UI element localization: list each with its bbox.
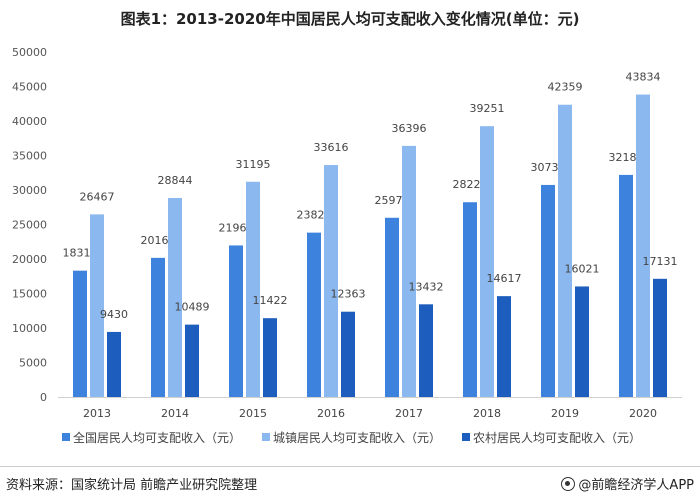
bar xyxy=(324,165,338,397)
data-label: 17131 xyxy=(643,255,678,268)
bar xyxy=(402,145,416,397)
bar xyxy=(619,174,633,397)
x-tick-label: 2015 xyxy=(239,407,267,420)
data-label: 43834 xyxy=(626,71,661,84)
bar xyxy=(151,257,165,397)
data-label: 28844 xyxy=(158,174,193,187)
y-tick-label: 45000 xyxy=(12,81,47,94)
bar-chart: 0 5000 10000 15000 20000 25000 30000 35000 40000… xyxy=(12,46,682,445)
bar xyxy=(653,278,667,397)
data-label: 12363 xyxy=(331,288,366,301)
bar xyxy=(385,217,399,397)
chart-title: 图表1：2013-2020年中国居民人均可支配收入变化情况(单位：元) xyxy=(120,10,580,28)
data-label: 11422 xyxy=(253,294,288,307)
y-tick-label: 35000 xyxy=(12,150,47,163)
data-label: 36396 xyxy=(392,122,427,135)
bar xyxy=(636,94,650,397)
y-tick-label: 50000 xyxy=(12,46,47,59)
y-tick-label: 30000 xyxy=(12,184,47,197)
legend-label: 城镇居民人均可支配收入（元） xyxy=(273,431,441,445)
bar xyxy=(497,296,511,397)
bar xyxy=(307,232,321,397)
data-label: 9430 xyxy=(100,308,128,321)
bar xyxy=(419,304,433,397)
bar xyxy=(168,197,182,397)
data-label: 14617 xyxy=(487,272,522,285)
x-tick-label: 2017 xyxy=(395,407,423,420)
footer: 资料来源：国家统计局 前瞻产业研究院整理 @前瞻经济学人APP xyxy=(0,466,700,500)
bar xyxy=(229,245,243,397)
data-label: 31195 xyxy=(236,158,271,171)
bar xyxy=(575,286,589,397)
data-label: 28228 xyxy=(453,178,488,191)
data-label: 10489 xyxy=(175,301,210,314)
data-label: 16021 xyxy=(565,262,600,275)
bar xyxy=(73,270,87,397)
x-tick-label: 2016 xyxy=(317,407,345,420)
y-tick-label: 5000 xyxy=(19,357,47,370)
legend-swatch xyxy=(62,433,70,441)
data-label: 32189 xyxy=(609,151,644,164)
legend-swatch xyxy=(462,433,470,441)
brand: @前瞻经济学人APP xyxy=(561,474,694,493)
data-label: 21966 xyxy=(219,221,254,234)
bar xyxy=(463,202,477,397)
data-label: 23821 xyxy=(297,209,332,222)
data-label: 13432 xyxy=(409,280,444,293)
x-tick-label: 2013 xyxy=(83,407,111,420)
y-tick-label: 10000 xyxy=(12,322,47,335)
y-tick-label: 0 xyxy=(40,391,47,404)
bar xyxy=(480,126,494,398)
data-label: 39251 xyxy=(470,102,505,115)
brand-label: @前瞻经济学人APP xyxy=(578,478,694,493)
x-tick-label: 2020 xyxy=(629,407,657,420)
y-tick-label: 40000 xyxy=(12,115,47,128)
bar xyxy=(541,184,555,397)
bar xyxy=(107,331,121,397)
y-tick-label: 20000 xyxy=(12,253,47,266)
brand-logo-icon xyxy=(561,476,576,491)
y-tick-label: 15000 xyxy=(12,288,47,301)
x-tick-label: 2019 xyxy=(551,407,579,420)
legend-label: 农村居民人均可支配收入（元） xyxy=(473,431,641,445)
bar xyxy=(263,318,277,397)
data-label: 25974 xyxy=(375,194,410,207)
data-label: 42359 xyxy=(548,81,583,94)
source-note: 资料来源：国家统计局 前瞻产业研究院整理 xyxy=(6,478,258,493)
x-tick-label: 2018 xyxy=(473,407,501,420)
x-tick-label: 2014 xyxy=(161,407,189,420)
bar xyxy=(558,104,572,397)
data-label: 30733 xyxy=(531,161,566,174)
bar xyxy=(246,181,260,397)
data-label: 20167 xyxy=(141,234,176,247)
bar xyxy=(185,324,199,397)
data-label: 18311 xyxy=(63,247,98,260)
bar xyxy=(90,214,104,397)
legend-label: 全国居民人均可支配收入（元） xyxy=(73,430,241,445)
data-label: 26467 xyxy=(80,190,115,203)
legend-swatch xyxy=(262,433,270,441)
bar xyxy=(341,311,355,397)
data-label: 33616 xyxy=(314,141,349,154)
y-tick-label: 25000 xyxy=(12,219,47,232)
